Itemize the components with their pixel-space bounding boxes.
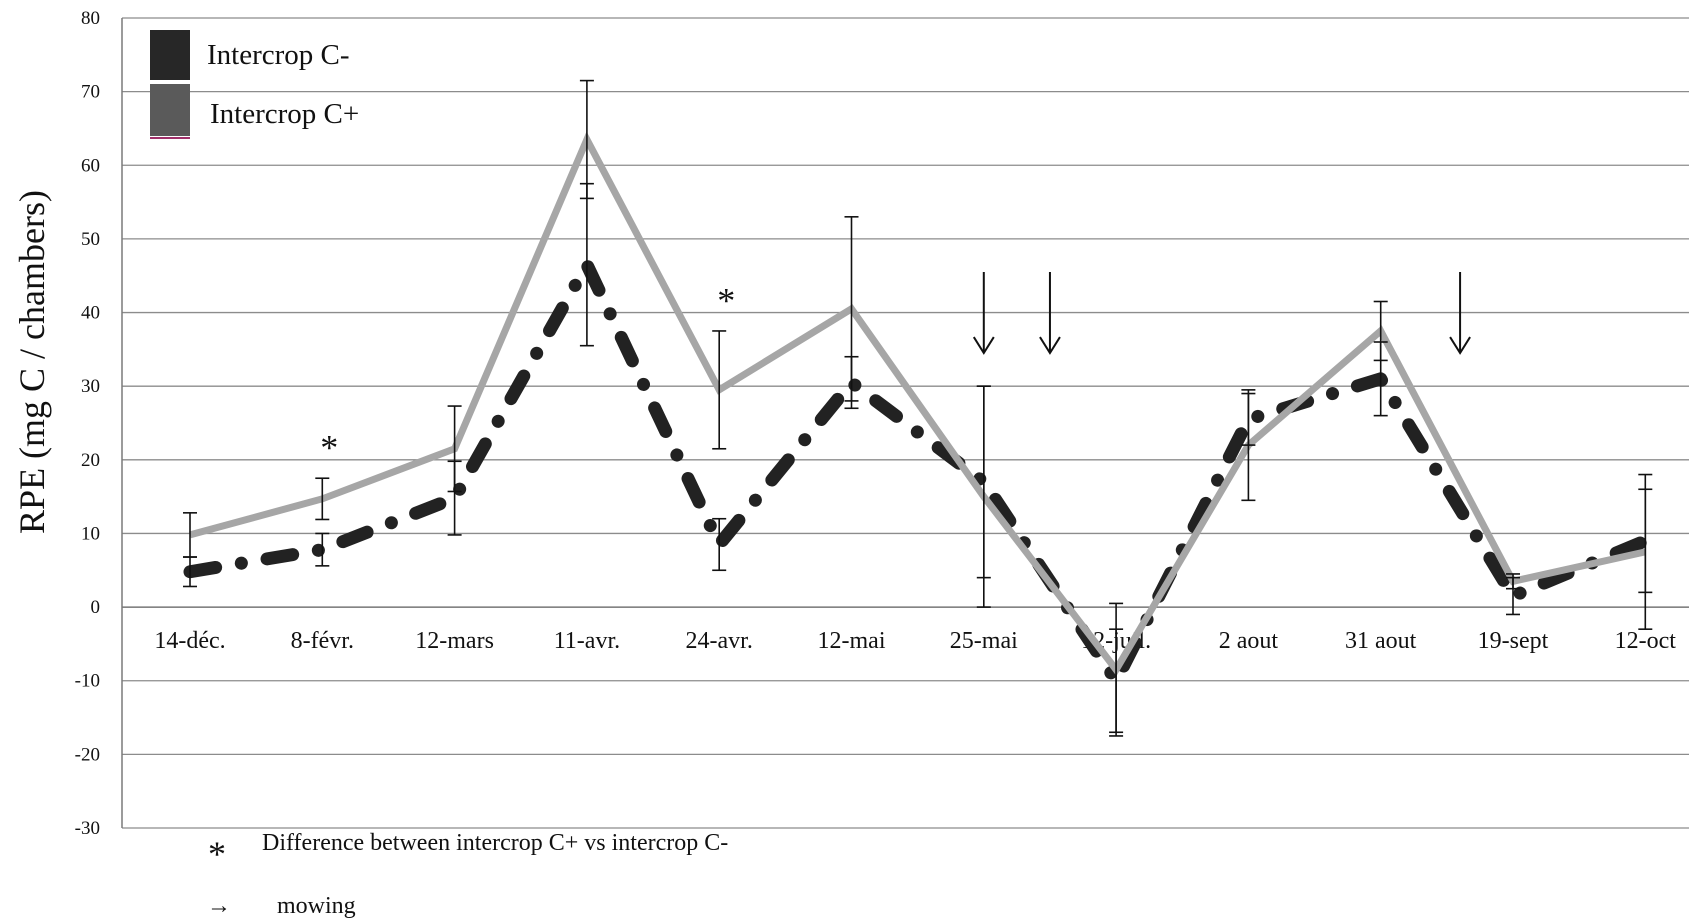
significance-asterisk-0: *: [320, 428, 338, 468]
x-tick-label-6: 25-mai: [950, 628, 1018, 654]
y-tick-label-6: 30: [81, 376, 100, 397]
error-bar-c-minus-4: [712, 517, 727, 572]
significance-asterisk-1: *: [717, 280, 735, 320]
x-tick-label-4: 24-avr.: [686, 628, 753, 654]
mowing-arrow-head: [972, 336, 995, 355]
series-intercrop-c-plus: [189, 131, 1647, 676]
error-bar-c-plus-3: [579, 79, 594, 200]
mowing-arrow-0: [972, 272, 995, 355]
y-axis-label: RPE (mg C / chambers): [12, 190, 52, 534]
legend: Intercrop C- Intercrop C+: [150, 30, 359, 139]
error-bar-c-plus-0: [183, 512, 197, 558]
error-bars: [183, 79, 1653, 737]
y-tick-label-2: -10: [75, 671, 100, 692]
mowing-arrow-1: [1039, 272, 1061, 355]
axes: [121, 18, 1689, 828]
x-tick-label-8: 2 aout: [1219, 628, 1279, 654]
y-tick-label-8: 50: [81, 229, 100, 250]
footnotes: * Difference between intercrop C+ vs int…: [207, 830, 728, 919]
footnote-mowing-text: mowing: [277, 893, 356, 919]
error-bar-c-plus-9: [1373, 300, 1388, 362]
x-tick-label-10: 19-sept: [1478, 628, 1549, 654]
y-tick-label-3: 0: [91, 597, 101, 618]
y-tick-label-5: 20: [81, 450, 100, 471]
error-bar-c-plus-7: [1109, 602, 1124, 737]
x-tick-label-0: 14-déc.: [154, 628, 225, 654]
series-line-intercrop-c-plus: [189, 131, 1647, 676]
mowing-arrow-head: [1039, 336, 1061, 355]
mowing-arrows: [972, 272, 1471, 355]
error-bar-c-plus-11: [1638, 473, 1653, 630]
error-bar-c-minus-1: [315, 532, 330, 567]
legend-label-c-plus: Intercrop C+: [210, 98, 359, 130]
footnote-mowing-symbol: →: [207, 893, 231, 919]
y-tick-label-11: 80: [81, 8, 100, 29]
x-tick-label-2: 12-mars: [415, 628, 494, 654]
y-axis-ticks: -30 -20 -10 0 10 20 30 40 50 60 70 80: [75, 8, 100, 839]
x-tick-label-11: 12-oct: [1615, 628, 1677, 654]
x-tick-label-1: 8-févr.: [291, 628, 354, 654]
error-bar-c-plus-1: [315, 477, 330, 521]
x-axis-ticks: 14-déc. 8-févr. 12-mars 11-avr. 24-avr. 12-ma…: [154, 628, 1676, 654]
legend-swatch-c-plus: [150, 84, 190, 136]
error-bar-c-plus-4: [712, 330, 727, 450]
footnote-significance-text: Difference between intercrop C+ vs inter…: [262, 830, 728, 856]
y-tick-label-4: 10: [81, 523, 100, 544]
error-bar-c-plus-6: [976, 385, 991, 608]
error-bar-c-plus-8: [1241, 389, 1256, 502]
error-bar-c-plus-2: [447, 405, 462, 493]
y-tick-label-10: 70: [81, 82, 100, 103]
x-tick-label-5: 12-mai: [818, 628, 886, 654]
footnote-significance-symbol: *: [208, 834, 226, 874]
x-tick-label-9: 31 aout: [1345, 628, 1417, 654]
legend-label-c-minus: Intercrop C-: [207, 39, 350, 71]
error-bar-c-plus-5: [844, 216, 859, 402]
significance-marks: **: [320, 280, 735, 467]
legend-swatch-c-minus: [150, 30, 190, 80]
mowing-arrow-2: [1449, 272, 1471, 355]
y-tick-label-1: -20: [75, 744, 100, 765]
mowing-arrow-head: [1449, 336, 1471, 355]
series-line-intercrop-c-minus: [183, 258, 1652, 688]
x-tick-label-3: 11-avr.: [554, 628, 620, 654]
y-tick-label-9: 60: [81, 155, 100, 176]
y-tick-label-7: 40: [81, 303, 100, 324]
y-tick-label-0: -30: [75, 818, 100, 839]
grid-lines: [122, 17, 1689, 829]
series-intercrop-c-minus: [183, 258, 1652, 688]
error-bar-c-plus-10: [1506, 573, 1520, 590]
